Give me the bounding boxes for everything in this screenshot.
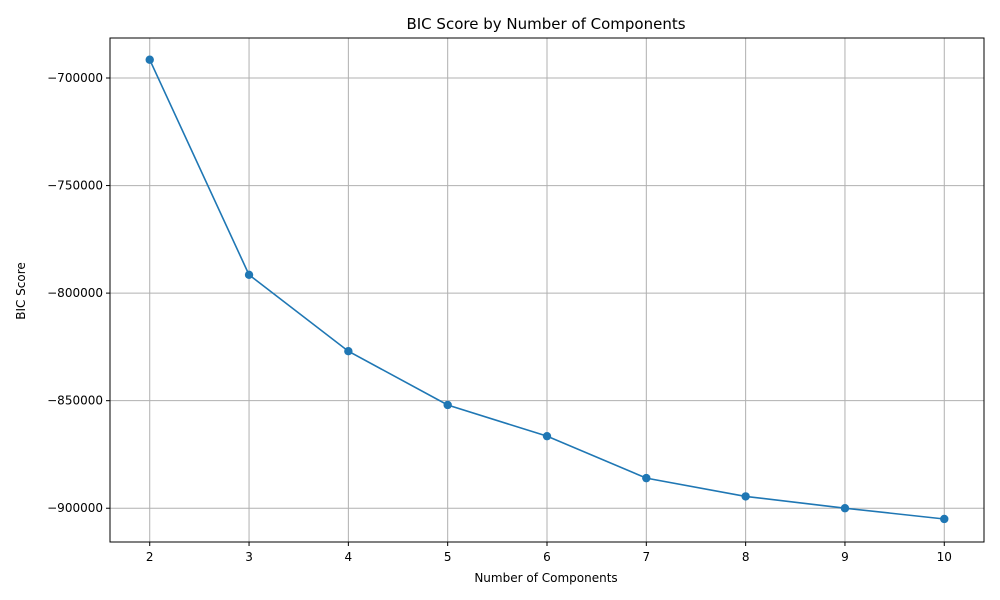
axis-ticks: 2 3 4 5 6 7 8 9 10 −700000 −750000 −800000 −850000 −9…: [47, 71, 952, 564]
data-point: [542, 431, 552, 441]
data-point: [244, 270, 254, 280]
data-point: [840, 504, 850, 513]
data-point: [642, 473, 651, 483]
x-tick-label: 7: [642, 550, 650, 564]
data-point: [940, 514, 949, 524]
x-tick-label: 5: [444, 550, 452, 564]
x-tick-label: 8: [742, 550, 750, 564]
x-tick-label: 10: [937, 550, 952, 564]
x-tick-label: 3: [245, 550, 253, 564]
x-tick-label: 4: [345, 550, 353, 564]
y-tick-label: −900000: [47, 501, 103, 515]
y-tick-label: −800000: [47, 286, 103, 300]
data-point: [443, 400, 452, 410]
chart-title: BIC Score by Number of Components: [406, 15, 685, 33]
x-tick-label: 2: [146, 550, 154, 564]
y-tick-label: −750000: [47, 179, 103, 193]
data-point: [344, 346, 353, 356]
grid-lines: [110, 38, 984, 542]
y-axis-label: BIC Score: [14, 262, 28, 320]
series-layer: [145, 55, 949, 524]
y-tick-label: −700000: [47, 71, 103, 85]
y-tick-label: −850000: [47, 394, 103, 408]
x-tick-label: 9: [841, 550, 849, 564]
data-point: [741, 492, 750, 501]
x-tick-label: 6: [543, 550, 551, 564]
x-axis-label: Number of Components: [474, 571, 617, 585]
data-point: [145, 55, 154, 64]
